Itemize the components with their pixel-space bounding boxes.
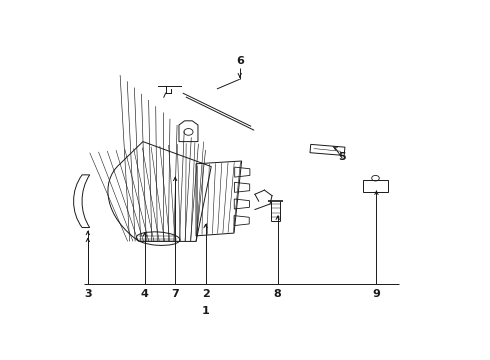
Text: 5: 5 — [339, 152, 346, 162]
Text: 8: 8 — [274, 289, 282, 299]
Text: 3: 3 — [84, 289, 92, 299]
Text: 6: 6 — [236, 56, 244, 66]
Text: 2: 2 — [202, 289, 209, 299]
Text: 9: 9 — [372, 289, 380, 299]
Text: 4: 4 — [141, 289, 149, 299]
Text: 1: 1 — [202, 306, 209, 316]
Text: 7: 7 — [172, 289, 179, 299]
